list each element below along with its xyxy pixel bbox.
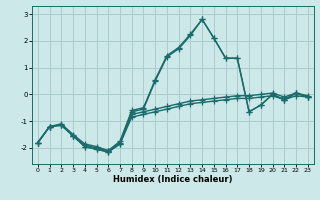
X-axis label: Humidex (Indice chaleur): Humidex (Indice chaleur) xyxy=(113,175,233,184)
